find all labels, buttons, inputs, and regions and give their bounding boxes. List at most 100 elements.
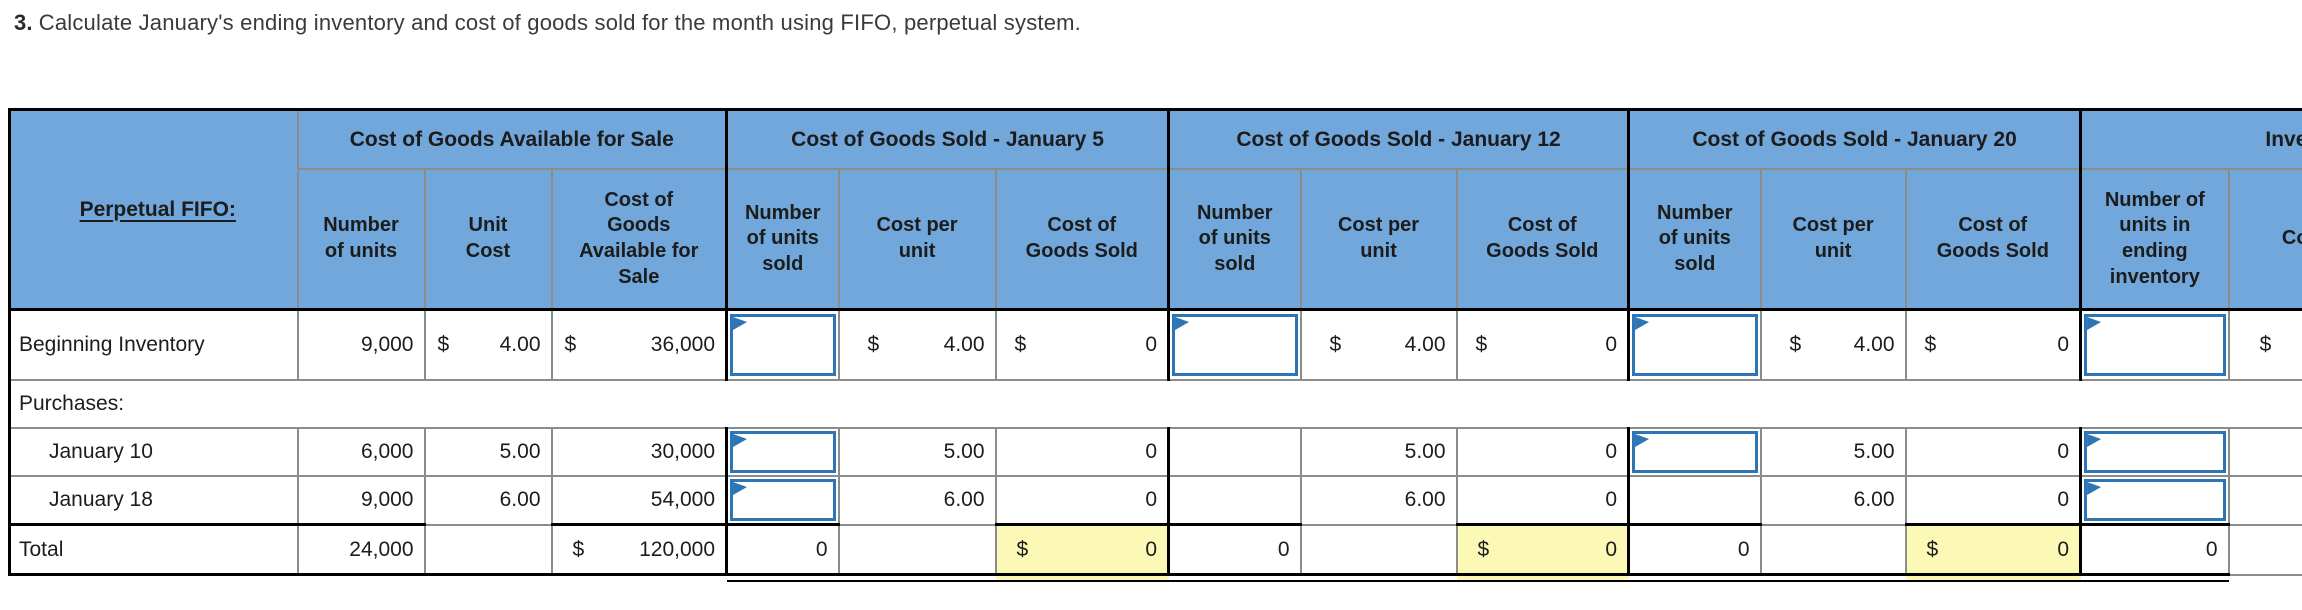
- available-units-jan18: 9,000: [297, 476, 426, 526]
- ending-inventory-units-total: 0: [2080, 524, 2230, 576]
- ending-inventory-units-jan18-cell: [2080, 476, 2230, 526]
- jan20-units-sold-beginning-input[interactable]: [1635, 317, 1755, 373]
- jan5-cogs-jan18: 0: [995, 476, 1171, 526]
- col-jan20-units-sold-header: Number of units sold: [1628, 169, 1762, 311]
- jan5-cogs-beginning: $0: [995, 309, 1171, 381]
- jan20-cogs-jan10: 0: [1905, 428, 2083, 477]
- jan20-cost-per-unit-jan10: 5.00: [1760, 428, 1907, 477]
- jan12-cogs-jan10: 0: [1456, 428, 1631, 477]
- ending-inventory-units-jan10-input[interactable]: [2087, 434, 2223, 470]
- purchases-label: Purchases:: [8, 380, 2302, 429]
- available-unit-cost-total: [424, 524, 553, 576]
- col-jan20-cost-per-unit-header: Cost per unit: [1760, 169, 1907, 311]
- col-jan12-units-sold-header: Number of units sold: [1168, 169, 1302, 311]
- row-january-10: January 10 6,000 5.00 30,000 5.00 0 5.00…: [8, 428, 2302, 477]
- jan20-units-sold-jan10-input[interactable]: [1635, 434, 1755, 470]
- row-total: Total 24,000 $120,000 0 $0 0 $0 0 $0 0: [8, 524, 2302, 576]
- jan20-cogs-beginning: $0: [1905, 309, 2083, 381]
- jan20-cogs-total: $0: [1905, 524, 2083, 576]
- available-cogas-total: $120,000: [551, 524, 729, 576]
- jan12-cost-per-unit-total: [1300, 524, 1458, 576]
- inventory-cost-per-unit-jan18: [2228, 476, 2302, 526]
- available-units-beginning: 9,000: [297, 309, 426, 381]
- jan5-units-sold-beginning-input[interactable]: [733, 317, 833, 373]
- fifo-worksheet-table: Perpetual FIFO: Cost of Goods Available …: [8, 108, 2302, 582]
- jan5-units-sold-beginning-cell: [726, 309, 840, 381]
- available-units-total: 24,000: [297, 524, 426, 576]
- jan5-units-sold-jan18-input[interactable]: [733, 482, 833, 518]
- group-inventory-balance-header: Inventory Balance: [2080, 108, 2302, 170]
- question-number: 3.: [14, 10, 33, 35]
- available-cogas-jan18: 54,000: [551, 476, 729, 526]
- underline-spacer: [9, 574, 727, 581]
- ending-inventory-units-beginning-input[interactable]: [2087, 317, 2223, 373]
- jan5-cogs-jan10: 0: [995, 428, 1171, 477]
- col-available-units-header: Number of units: [297, 169, 426, 311]
- jan20-cost-per-unit-total: [1760, 524, 1907, 576]
- col-jan20-cogs-header: Cost of Goods Sold: [1905, 169, 2083, 311]
- inventory-cost-per-unit-total: [2228, 524, 2302, 576]
- available-cogas-beginning: $36,000: [551, 309, 729, 381]
- jan5-cogs-total: $0: [995, 524, 1171, 576]
- available-unit-cost-jan10: 5.00: [424, 428, 553, 477]
- jan20-units-sold-jan18-cell: [1628, 476, 1762, 526]
- jan20-cost-per-unit-beginning: $4.00: [1760, 309, 1907, 381]
- available-unit-cost-beginning: $4.00: [424, 309, 553, 381]
- inventory-cost-per-unit-beginning: $: [2228, 309, 2302, 381]
- jan5-units-sold-jan18-cell: [726, 476, 840, 526]
- row-beginning-inventory: Beginning Inventory 9,000 $4.00 $36,000 …: [8, 309, 2302, 381]
- row-label: January 18: [8, 476, 299, 526]
- ending-inventory-units-beginning-cell: [2080, 309, 2230, 381]
- jan5-cost-per-unit-jan10: 5.00: [838, 428, 997, 477]
- col-inventory-cost-per-unit-header: Cost per unit: [2228, 169, 2302, 311]
- group-jan20-header: Cost of Goods Sold - January 20: [1628, 108, 2083, 170]
- jan5-units-sold-jan10-cell: [726, 428, 840, 477]
- ending-inventory-units-jan18-input[interactable]: [2087, 482, 2223, 518]
- jan20-units-sold-total: 0: [1628, 524, 1762, 576]
- available-unit-cost-jan18: 6.00: [424, 476, 553, 526]
- jan20-units-sold-beginning-cell: [1628, 309, 1762, 381]
- jan12-cost-per-unit-beginning: $4.00: [1300, 309, 1458, 381]
- group-header-row: Perpetual FIFO: Cost of Goods Available …: [8, 108, 2302, 311]
- jan12-cost-per-unit-jan18: 6.00: [1300, 476, 1458, 526]
- row-label: Beginning Inventory: [8, 309, 299, 381]
- available-units-jan10: 6,000: [297, 428, 426, 477]
- jan12-cogs-beginning: $0: [1456, 309, 1631, 381]
- jan5-units-sold-jan10-input[interactable]: [733, 434, 833, 470]
- ending-inventory-units-jan10-cell: [2080, 428, 2230, 477]
- group-jan5-header: Cost of Goods Sold - January 5: [726, 108, 1171, 170]
- jan5-cost-per-unit-beginning: $4.00: [838, 309, 997, 381]
- jan12-cogs-jan18: 0: [1456, 476, 1631, 526]
- question-text: Calculate January's ending inventory and…: [38, 10, 1081, 35]
- column-header-row: Number of units Unit Cost Cost of Goods …: [10, 169, 2302, 311]
- col-jan5-cost-per-unit-header: Cost per unit: [838, 169, 997, 311]
- inventory-cost-per-unit-jan10: [2228, 428, 2302, 477]
- question-title: 3. Calculate January's ending inventory a…: [14, 10, 1081, 36]
- col-jan12-cost-per-unit-header: Cost per unit: [1300, 169, 1458, 311]
- jan20-units-sold-jan10-cell: [1628, 428, 1762, 477]
- group-jan12-header: Cost of Goods Sold - January 12: [1168, 108, 1631, 170]
- col-unit-cost-header: Unit Cost: [424, 169, 553, 311]
- group-available-header: Cost of Goods Available for Sale: [297, 108, 729, 170]
- row-label: Total: [8, 524, 299, 576]
- jan12-cogs-total: $0: [1456, 524, 1631, 576]
- perpetual-fifo-label: Perpetual FIFO:: [79, 197, 236, 221]
- jan20-cogs-jan18: 0: [1905, 476, 2083, 526]
- corner-label-cell: Perpetual FIFO:: [8, 108, 299, 311]
- jan12-cost-per-unit-jan10: 5.00: [1300, 428, 1458, 477]
- fifo-table-wrap: Perpetual FIFO: Cost of Goods Available …: [8, 108, 2302, 582]
- col-jan12-cogs-header: Cost of Goods Sold: [1456, 169, 1631, 311]
- double-underline-row: [9, 574, 2302, 582]
- jan5-units-sold-total: 0: [726, 524, 840, 576]
- jan12-units-sold-total: 0: [1168, 524, 1302, 576]
- jan12-units-sold-beginning-input[interactable]: [1175, 317, 1295, 373]
- jan5-cost-per-unit-jan18: 6.00: [838, 476, 997, 526]
- jan12-units-sold-jan10-cell: [1168, 428, 1302, 477]
- row-purchases: Purchases:: [8, 380, 2302, 429]
- jan5-cost-per-unit-total: [838, 524, 997, 576]
- col-cogas-header: Cost of Goods Available for Sale: [551, 169, 729, 311]
- jan12-units-sold-jan18-cell: [1168, 476, 1302, 526]
- available-cogas-jan10: 30,000: [551, 428, 729, 477]
- col-jan5-cogs-header: Cost of Goods Sold: [995, 169, 1171, 311]
